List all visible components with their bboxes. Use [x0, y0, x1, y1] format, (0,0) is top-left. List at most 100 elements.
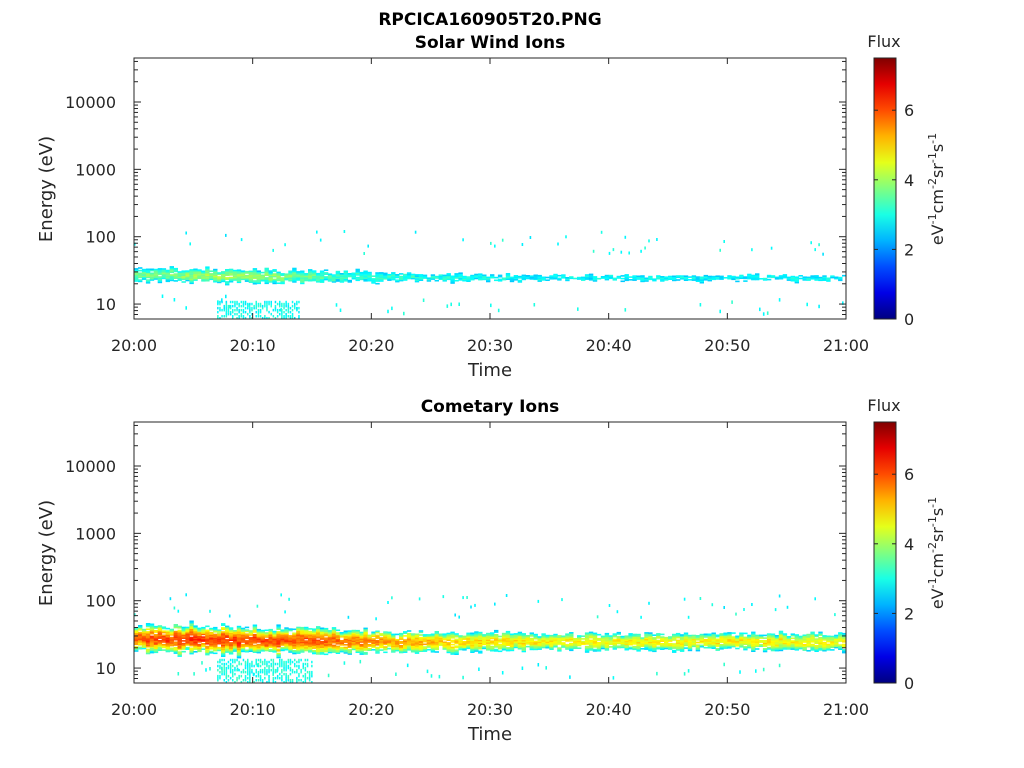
spectrogram-cell — [363, 280, 368, 282]
spectrogram-cell — [450, 639, 455, 642]
spectrogram-cell — [259, 668, 262, 672]
spectrogram-cell — [557, 279, 562, 281]
spectrogram-cell — [311, 664, 313, 668]
spectrogram-cell — [256, 271, 261, 274]
spectrogram-cell — [699, 645, 704, 648]
spectrogram-cell — [236, 636, 242, 639]
spectrogram-cell — [185, 231, 187, 235]
spectrogram-cell — [592, 633, 598, 636]
spectrogram-cell — [691, 641, 697, 644]
spectrogram-cell — [280, 630, 285, 633]
spectrogram-cell — [272, 662, 275, 666]
spectrogram-cell — [537, 644, 542, 646]
spectrogram-cell — [284, 647, 289, 650]
spectrogram-cell — [462, 641, 467, 643]
spectrogram-cell — [319, 278, 325, 281]
spectrogram-cell — [260, 275, 265, 278]
spectrogram-cell — [201, 275, 206, 278]
spectrogram-cell — [422, 648, 428, 651]
spectrogram-cell — [624, 275, 629, 278]
spectrogram-cell — [308, 641, 313, 644]
spectrogram-cell — [209, 637, 214, 639]
spectrogram-cell — [406, 276, 412, 278]
spectrogram-cell — [668, 647, 673, 649]
spectrogram-cell — [221, 627, 226, 629]
spectrogram-cell — [260, 635, 265, 637]
spectrogram-cell — [426, 636, 432, 639]
spectrogram-cell — [660, 639, 665, 641]
spectrogram-cell — [529, 641, 534, 644]
spectrogram-cell — [683, 647, 689, 649]
spectrogram-cell — [300, 630, 305, 633]
spectrogram-cell — [221, 279, 226, 281]
spectrogram-cell — [577, 636, 582, 639]
spectrogram-cell — [251, 660, 253, 664]
spectrogram-cell — [806, 279, 811, 281]
spectrogram-cell — [225, 636, 230, 638]
spectrogram-cell — [798, 643, 803, 646]
spectrogram-cell — [494, 644, 499, 647]
spectrogram-cell — [181, 632, 186, 634]
spectrogram-cell — [296, 660, 298, 664]
spectrogram-cell — [672, 636, 677, 639]
spectrogram-cell — [252, 274, 258, 277]
spectrogram-cell — [292, 278, 297, 280]
spectrogram-cell — [723, 240, 725, 243]
spectrogram-cell — [549, 644, 554, 646]
spectrogram-cell — [699, 303, 702, 307]
spectrogram-cell — [656, 637, 661, 639]
spectrogram-cell — [818, 276, 823, 279]
spectrogram-cell — [660, 280, 665, 282]
spectrogram-cell — [288, 277, 293, 279]
spectrogram-cell — [478, 642, 483, 645]
spectrogram-cell — [727, 638, 732, 641]
spectrogram-cell — [296, 679, 298, 682]
spectrogram-cell — [256, 628, 261, 631]
spectrogram-cell — [501, 671, 504, 675]
spectrogram-cell — [280, 642, 285, 645]
spectrogram-cell — [209, 645, 214, 647]
spectrogram-cell — [276, 271, 281, 274]
spectrogram-cell — [181, 281, 186, 283]
spectrogram-cell — [418, 275, 424, 277]
spectrogram-cell — [256, 643, 261, 646]
spectrogram-cell — [414, 651, 420, 653]
spectrogram-cell — [138, 633, 143, 635]
spectrogram-cell — [268, 630, 273, 632]
spectrogram-cell — [259, 660, 262, 664]
spectrogram-cell — [537, 636, 542, 638]
spectrogram-cell — [759, 644, 764, 646]
spectrogram-cell — [145, 269, 151, 272]
spectrogram-cell — [359, 633, 364, 635]
spectrogram-cell — [316, 639, 321, 642]
spectrogram-cell — [406, 647, 412, 650]
spectrogram-cell — [141, 628, 147, 631]
spectrogram-cell — [145, 624, 151, 626]
spectrogram-cell — [261, 681, 264, 684]
spectrogram-cell — [830, 642, 835, 644]
spectrogram-cell — [255, 670, 257, 674]
spectrogram-cell — [331, 632, 337, 634]
spectrogram-cell — [466, 647, 471, 650]
spectrogram-cell — [644, 642, 649, 645]
spectrogram-cell — [225, 641, 230, 644]
spectrogram-cell — [308, 271, 313, 274]
spectrogram-cell — [774, 635, 780, 637]
spectrogram-cell — [259, 676, 262, 680]
spectrogram-cell — [173, 652, 178, 654]
spectrogram-cell — [478, 277, 483, 280]
spectrogram-cell — [794, 638, 799, 640]
spectrogram-cell — [177, 643, 182, 645]
spectrogram-cell — [810, 634, 815, 636]
spectrogram-cell — [371, 279, 376, 281]
spectrogram-cell — [509, 641, 515, 644]
spectrogram-cell — [221, 632, 226, 635]
spectrogram-cell — [205, 641, 210, 644]
spectrogram-cell — [616, 645, 621, 647]
spectrogram-cell — [221, 623, 226, 625]
spectrogram-cell — [739, 276, 744, 278]
spectrogram-cell — [284, 274, 289, 277]
spectrogram-cell — [391, 641, 396, 644]
spectrogram-cell — [616, 638, 621, 641]
spectrogram-cell — [249, 317, 251, 320]
